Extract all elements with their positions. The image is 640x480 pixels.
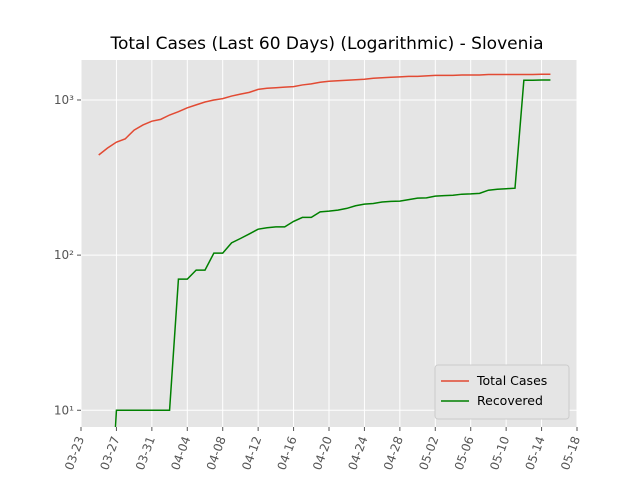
x-tick-label: 04-16: [275, 434, 300, 472]
x-tick-label: 04-12: [239, 434, 264, 472]
legend-box: [434, 364, 570, 420]
y-tick-label: 10²: [54, 248, 74, 262]
x-tick-label: 04-08: [204, 434, 229, 472]
x-tick-label: 05-10: [487, 434, 512, 472]
x-tick-label: 03-27: [97, 434, 122, 472]
x-tick-label: 05-06: [452, 434, 477, 472]
y-tick-label: 10³: [54, 93, 74, 107]
x-tick-label: 03-23: [62, 434, 87, 472]
line: [114, 79, 551, 427]
x-tick-label: 04-20: [310, 434, 335, 472]
legend-label: Total Cases: [476, 373, 547, 388]
x-tick-label: 04-24: [345, 434, 370, 472]
x-tick-label: 03-31: [133, 434, 158, 472]
x-tick-label: 05-14: [523, 434, 548, 472]
x-tick-label: 05-18: [558, 434, 583, 472]
x-tick-label: 04-28: [381, 434, 406, 472]
y-tick-label: 10¹: [54, 403, 74, 417]
x-tick-label: 05-02: [416, 434, 441, 472]
x-tick-label: 04-04: [168, 434, 193, 472]
line: [98, 73, 551, 156]
legend-label: Recovered: [477, 393, 543, 408]
chart-title: Total Cases (Last 60 Days) (Logarithmic)…: [109, 34, 543, 54]
